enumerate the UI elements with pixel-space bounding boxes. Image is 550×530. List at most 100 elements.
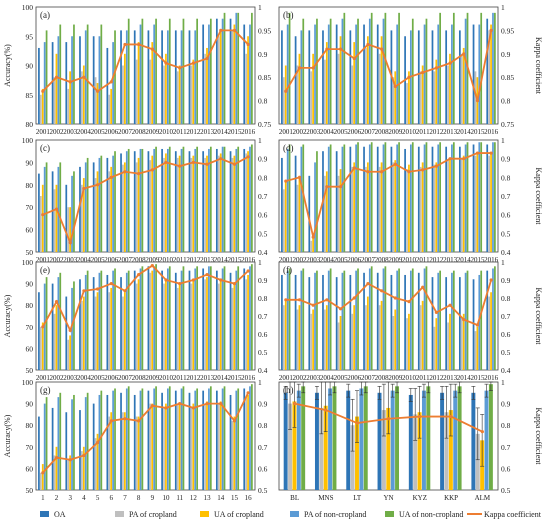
bar-pa-of-cropland <box>488 296 491 370</box>
x-tick-label: 2013 <box>443 256 458 264</box>
bar-pa-of-non-cropland <box>423 268 426 370</box>
bar-ua-of-cropland <box>325 42 328 124</box>
bar-ua-of-non-cropland <box>223 266 226 370</box>
bar-oa <box>202 24 205 124</box>
bar-ua-of-cropland <box>312 53 314 124</box>
bar-ua-of-non-cropland <box>45 397 48 490</box>
bar-pa-of-cropland <box>475 433 480 490</box>
bar-oa <box>229 18 232 125</box>
y2-tick-label: 0.6 <box>501 211 511 220</box>
bar-ua-of-non-cropland <box>100 270 103 370</box>
bar-oa <box>188 151 191 252</box>
x-tick-label: LT <box>353 494 362 502</box>
bar-pa-of-cropland <box>406 83 408 124</box>
bar-oa <box>404 274 406 370</box>
bar-pa-of-non-cropland <box>314 272 316 370</box>
x-tick-label: 2011 <box>173 374 187 382</box>
bar-pa-of-non-cropland <box>194 30 197 124</box>
x-tick-label: 10 <box>163 494 171 502</box>
bar-ua-of-cropland <box>151 403 154 490</box>
kappa-point <box>109 80 113 84</box>
kappa-point <box>219 402 223 406</box>
plot-frame <box>35 261 256 371</box>
x-tick-label: 2006 <box>104 128 119 136</box>
bar-pa-of-cropland <box>288 403 293 490</box>
bar-oa <box>202 151 205 252</box>
bar-oa <box>120 392 122 490</box>
bar-oa <box>349 146 352 252</box>
bar-ua-of-non-cropland <box>411 18 414 125</box>
bar-ua-of-non-cropland <box>209 266 212 370</box>
x-tick-label: 2003 <box>63 128 78 136</box>
kappa-point <box>164 278 168 282</box>
kappa-point <box>489 151 493 155</box>
x-tick-label: KKP <box>444 494 458 502</box>
plot-frame <box>278 139 499 253</box>
bar-oa <box>133 30 136 124</box>
bar-oa <box>79 279 81 370</box>
kappa-point <box>338 47 343 51</box>
x-tick-label: 2011 <box>416 256 430 264</box>
bar-pa-of-non-cropland <box>327 270 330 370</box>
kappa-point <box>284 179 288 183</box>
x-tick-label: 2010 <box>402 374 417 382</box>
bar-oa <box>243 24 246 124</box>
bar-ua-of-non-cropland <box>59 162 62 252</box>
bar-oa <box>79 166 81 252</box>
bar-oa <box>215 148 218 252</box>
bar-oa <box>51 407 54 490</box>
y2-tick-label: 0.85 <box>501 73 514 82</box>
bar-pa-of-cropland <box>296 309 299 370</box>
bar-pa-of-non-cropland <box>359 388 364 490</box>
bar-pa-of-cropland <box>337 322 340 370</box>
bar-ua-of-non-cropland <box>301 386 306 490</box>
x-tick-label: 2001 <box>36 374 51 382</box>
y2-tick-label: 0.4 <box>501 248 511 257</box>
bar-pa-of-cropland <box>39 196 42 252</box>
bar-ua-of-non-cropland <box>439 270 442 370</box>
bar-ua-of-non-cropland <box>251 384 253 490</box>
bar-pa-of-non-cropland <box>153 148 156 252</box>
bar-ua-of-non-cropland <box>426 386 431 490</box>
y2-tick-label: 0.95 <box>501 26 514 35</box>
x-tick-label: 2007 <box>118 256 133 264</box>
bar-oa <box>308 30 311 124</box>
bar-oa <box>243 148 246 252</box>
bar-ua-of-cropland <box>96 433 99 490</box>
bar-oa <box>65 42 68 124</box>
bar-pa-of-non-cropland <box>180 270 183 370</box>
bar-oa <box>458 277 461 370</box>
bar-pa-of-cropland <box>190 283 193 370</box>
bar-ua-of-non-cropland <box>155 18 157 125</box>
bar-ua-of-non-cropland <box>302 18 305 125</box>
bar-ua-of-non-cropland <box>466 142 469 252</box>
bar-ua-of-cropland <box>110 287 113 370</box>
x-tick-label: 2003 <box>306 128 321 136</box>
bar-oa <box>161 30 163 124</box>
bar-ua-of-cropland <box>312 309 314 370</box>
bar-pa-of-cropland <box>488 30 491 124</box>
bar-oa <box>79 36 81 124</box>
bar-pa-of-non-cropland <box>139 268 142 370</box>
y2-tick-label: 0.8 <box>501 97 511 106</box>
bar-oa <box>65 184 68 252</box>
bar-ua-of-cropland <box>206 47 208 125</box>
bar-pa-of-non-cropland <box>112 390 114 490</box>
bar-ua-of-cropland <box>137 416 140 490</box>
bar-pa-of-cropland <box>81 300 83 370</box>
kappa-point <box>95 287 100 291</box>
bar-ua-of-cropland <box>312 234 314 252</box>
bar-ua-of-non-cropland <box>59 272 62 370</box>
bar-pa-of-cropland <box>163 283 165 370</box>
bar-oa <box>335 24 338 124</box>
bar-pa-of-cropland <box>231 30 234 124</box>
bar-oa <box>417 30 420 124</box>
bar-oa <box>38 47 40 125</box>
bar-pa-of-cropland <box>319 407 324 490</box>
x-tick-label: 2007 <box>361 128 376 136</box>
panel-e: 2001 2002 2003 2004 2005 2006 2007 2008 2009 2010… <box>3 258 268 382</box>
bar-ua-of-non-cropland <box>127 270 130 370</box>
kappa-point <box>297 66 302 70</box>
bar-ua-of-cropland <box>323 405 328 490</box>
y-tick-label: 80 <box>26 120 34 129</box>
